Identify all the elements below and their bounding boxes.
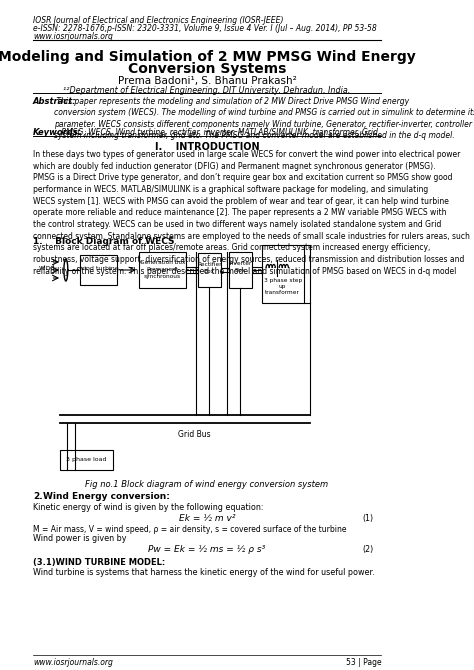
FancyBboxPatch shape <box>81 255 117 285</box>
Text: www.iosrjournals.org: www.iosrjournals.org <box>33 32 113 41</box>
FancyBboxPatch shape <box>139 252 186 288</box>
Text: Grid Bus: Grid Bus <box>178 430 210 439</box>
Text: 53 | Page: 53 | Page <box>346 658 381 667</box>
FancyBboxPatch shape <box>228 252 252 288</box>
Text: Pw = Ek = ½ ms = ½ ρ s³: Pw = Ek = ½ ms = ½ ρ s³ <box>148 545 265 554</box>
Text: ¹²Department of Electrical Engineering, DIT University, Dehradun, India,: ¹²Department of Electrical Engineering, … <box>64 86 351 95</box>
FancyBboxPatch shape <box>198 253 221 287</box>
Text: PMSG, WECS, Wind turbine, rectifier, inverter, MATLAB/SIMULINK, transformer, Gri: PMSG, WECS, Wind turbine, rectifier, inv… <box>59 128 380 137</box>
Text: Conversion Systems: Conversion Systems <box>128 62 286 76</box>
Text: Fig no.1 Block diagram of wind energy conversion system: Fig no.1 Block diagram of wind energy co… <box>85 480 328 489</box>
Text: Box: Box <box>235 268 246 273</box>
Text: Wind turbine is systems that harness the kinetic energy of the wind for useful p: Wind turbine is systems that harness the… <box>33 568 374 577</box>
Text: Inverter: Inverter <box>228 261 252 266</box>
Text: (3.1)WIND TURBINE MODEL:: (3.1)WIND TURBINE MODEL: <box>33 558 165 567</box>
Text: (1): (1) <box>363 514 374 523</box>
Text: 2.: 2. <box>33 492 43 501</box>
Text: I.    INTRODUCTION: I. INTRODUCTION <box>155 142 259 152</box>
Text: Abstract:: Abstract: <box>33 97 76 106</box>
Text: Permanent: Permanent <box>146 267 179 272</box>
Text: Keywords:: Keywords: <box>33 128 82 137</box>
Text: Rectifier: Rectifier <box>197 262 222 267</box>
Text: This paper represents the modeling and simulation of 2 MW Direct Drive PMSG Wind: This paper represents the modeling and s… <box>55 97 474 140</box>
Text: Ek = ½ m v²: Ek = ½ m v² <box>179 514 235 523</box>
Text: Wind power is given by: Wind power is given by <box>33 534 127 543</box>
Text: Box: Box <box>204 269 215 274</box>
Text: wind: wind <box>39 265 55 271</box>
Text: Generation box: Generation box <box>140 260 185 265</box>
Text: synchronous: synchronous <box>144 274 181 279</box>
FancyBboxPatch shape <box>60 450 113 470</box>
Text: up: up <box>279 284 286 289</box>
Text: Prema Badoni¹, S. Bhanu Prakash²: Prema Badoni¹, S. Bhanu Prakash² <box>118 76 296 86</box>
Text: e-ISSN: 2278-1676,p-ISSN: 2320-3331, Volume 9, Issue 4 Ver. I (Jul – Aug. 2014),: e-ISSN: 2278-1676,p-ISSN: 2320-3331, Vol… <box>33 24 377 33</box>
Text: Modeling and Simulation of 2 MW PMSG Wind Energy: Modeling and Simulation of 2 MW PMSG Win… <box>0 50 416 64</box>
Text: transformer: transformer <box>265 290 300 295</box>
Text: 3 phase load: 3 phase load <box>66 458 107 462</box>
Text: 3 phase step: 3 phase step <box>264 278 302 283</box>
Text: (2): (2) <box>362 545 374 554</box>
Text: www.iosrjournals.org: www.iosrjournals.org <box>33 658 113 667</box>
FancyBboxPatch shape <box>262 245 304 303</box>
Text: Kinetic energy of wind is given by the following equation:: Kinetic energy of wind is given by the f… <box>33 503 264 512</box>
Text: In these days two types of generator used in large scale WECS for convert the wi: In these days two types of generator use… <box>33 150 470 275</box>
Text: M = Air mass, V = wind speed, ρ = air density, s = covered surface of the turbin: M = Air mass, V = wind speed, ρ = air de… <box>33 525 346 534</box>
Text: Wind Energy conversion:: Wind Energy conversion: <box>43 492 170 501</box>
Text: 1.    Block Diagram of WECS: 1. Block Diagram of WECS <box>33 237 174 246</box>
Text: wind turbine: wind turbine <box>79 265 118 271</box>
Text: IOSR Journal of Electrical and Electronics Engineering (IOSR-JEEE): IOSR Journal of Electrical and Electroni… <box>33 16 283 25</box>
